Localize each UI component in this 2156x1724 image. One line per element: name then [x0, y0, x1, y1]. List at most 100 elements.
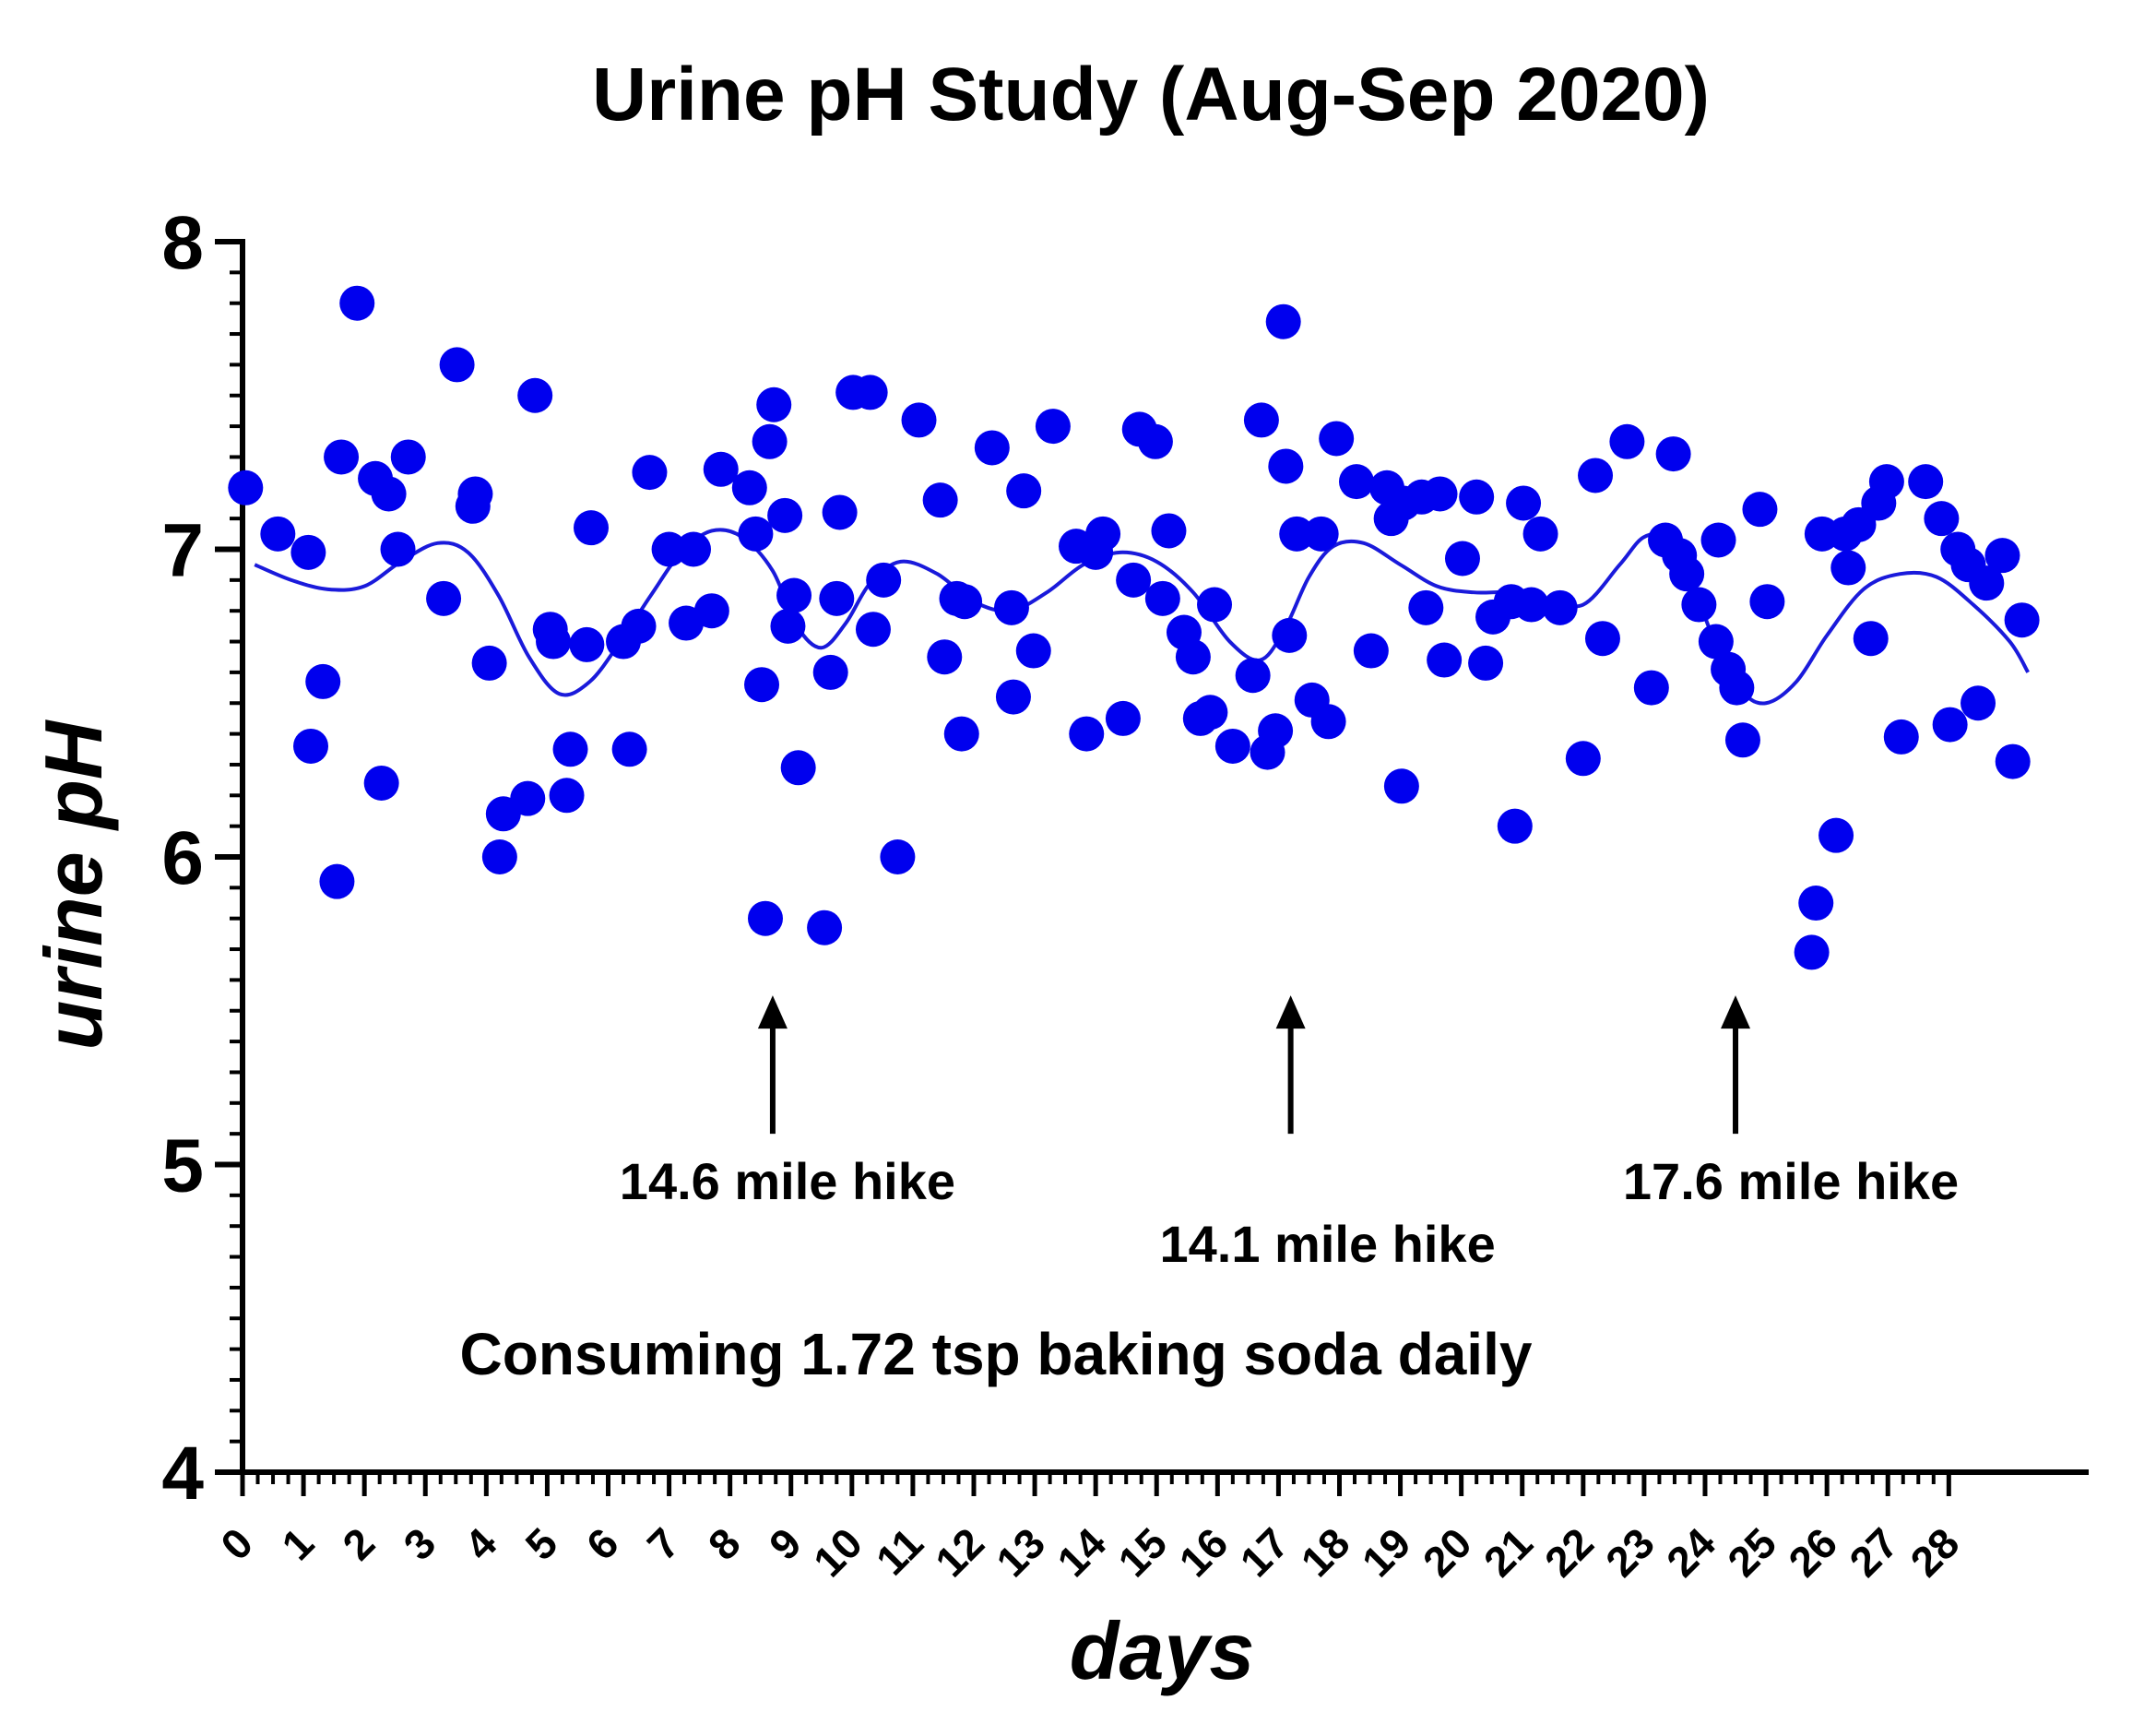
data-point	[290, 534, 326, 570]
data-point	[1468, 645, 1504, 681]
data-point	[260, 516, 296, 552]
data-point	[776, 577, 812, 613]
x-tick-label: 18	[1292, 1518, 1359, 1586]
data-point	[947, 584, 983, 620]
data-point	[1035, 409, 1071, 445]
x-tick-label: 7	[638, 1518, 689, 1569]
x-ticks: 0 1 2 3 4 5 6 7 8 9101112131415161718192021222324…	[211, 1472, 1968, 1586]
data-point	[549, 778, 585, 814]
data-point	[1700, 522, 1736, 558]
y-tick-label: 4	[161, 1432, 204, 1516]
y-ticks: 4 5 6 7 8	[161, 201, 243, 1516]
x-axis-label: days	[1070, 1605, 1255, 1696]
data-point	[1383, 768, 1419, 804]
data-point	[1681, 587, 1717, 623]
data-point	[880, 839, 916, 874]
data-point	[1015, 633, 1051, 669]
data-point	[1883, 719, 1919, 755]
data-point	[1214, 728, 1250, 764]
data-point	[510, 780, 546, 816]
data-point	[1818, 817, 1854, 853]
data-point	[1192, 695, 1228, 731]
data-point	[380, 531, 416, 567]
x-tick-label: 5	[516, 1518, 567, 1569]
x-tick-label: 15	[1108, 1518, 1176, 1586]
data-point	[1265, 303, 1301, 339]
data-point	[780, 750, 816, 786]
data-point	[676, 531, 712, 567]
data-point	[1698, 624, 1734, 660]
data-point	[1151, 513, 1187, 549]
x-tick-label: 25	[1718, 1518, 1785, 1586]
data-point	[1175, 639, 1211, 675]
data-point	[573, 510, 609, 546]
data-point	[1749, 584, 1785, 620]
data-point	[943, 716, 979, 752]
data-point	[703, 451, 739, 487]
data-point	[1868, 464, 1904, 500]
data-points	[228, 285, 2040, 970]
hike-label: 14.6 mile hike	[620, 1152, 955, 1210]
x-tick-label: 14	[1048, 1518, 1115, 1586]
data-point	[1742, 492, 1778, 528]
data-point	[2004, 602, 2040, 638]
data-point	[1268, 448, 1304, 484]
data-point	[770, 608, 806, 644]
data-point	[1655, 436, 1691, 472]
data-point	[324, 439, 360, 475]
data-point	[1830, 550, 1866, 586]
hike-label: 17.6 mile hike	[1623, 1152, 1959, 1210]
x-tick-label: 17	[1231, 1518, 1298, 1586]
x-tick-label: 13	[987, 1518, 1054, 1586]
x-tick-label: 19	[1353, 1518, 1420, 1586]
data-point	[812, 654, 848, 690]
data-point	[1353, 633, 1389, 669]
data-point	[1924, 501, 1960, 537]
data-point	[1908, 464, 1944, 500]
data-point	[974, 430, 1010, 466]
data-point	[1513, 587, 1549, 623]
data-point	[1578, 458, 1614, 493]
data-point	[319, 863, 355, 899]
data-point	[1197, 587, 1233, 623]
hike-label: 14.1 mile hike	[1160, 1215, 1496, 1273]
data-point	[1137, 423, 1173, 459]
data-point	[228, 470, 264, 505]
x-tick-label: 27	[1840, 1518, 1907, 1586]
x-tick-label: 3	[394, 1518, 444, 1569]
x-tick-label: 4	[456, 1518, 506, 1569]
data-point	[1303, 516, 1339, 552]
x-tick-label: 26	[1779, 1518, 1846, 1586]
data-point	[611, 731, 647, 767]
data-point	[1258, 713, 1294, 749]
data-point	[426, 580, 462, 616]
data-point	[569, 626, 605, 662]
data-point	[995, 679, 1031, 715]
data-point	[1310, 704, 1346, 740]
data-point	[807, 910, 843, 945]
data-point	[1279, 516, 1315, 552]
data-point	[1633, 670, 1669, 706]
annotations: 14.6 mile hike 14.1 mile hike 17.6 mile hi…	[620, 995, 1959, 1273]
x-tick-label: 21	[1475, 1518, 1542, 1586]
x-tick-label: 10	[804, 1518, 871, 1586]
data-point	[922, 482, 958, 518]
data-point	[1565, 741, 1601, 777]
data-point	[1995, 743, 2031, 779]
x-tick-label: 8	[699, 1518, 750, 1569]
data-point	[1408, 589, 1444, 625]
data-point	[1422, 476, 1458, 512]
y-tick-label: 6	[161, 816, 204, 900]
data-point	[621, 608, 657, 644]
data-point	[1235, 658, 1271, 694]
data-point	[1085, 516, 1121, 552]
data-point	[293, 728, 329, 764]
x-tick-label: 2	[333, 1518, 384, 1569]
data-point	[855, 612, 891, 648]
data-point	[927, 639, 963, 675]
x-tick-label: 28	[1901, 1518, 1968, 1586]
data-point	[1319, 421, 1355, 457]
y-tick-label: 5	[161, 1124, 204, 1208]
data-point	[731, 470, 767, 505]
